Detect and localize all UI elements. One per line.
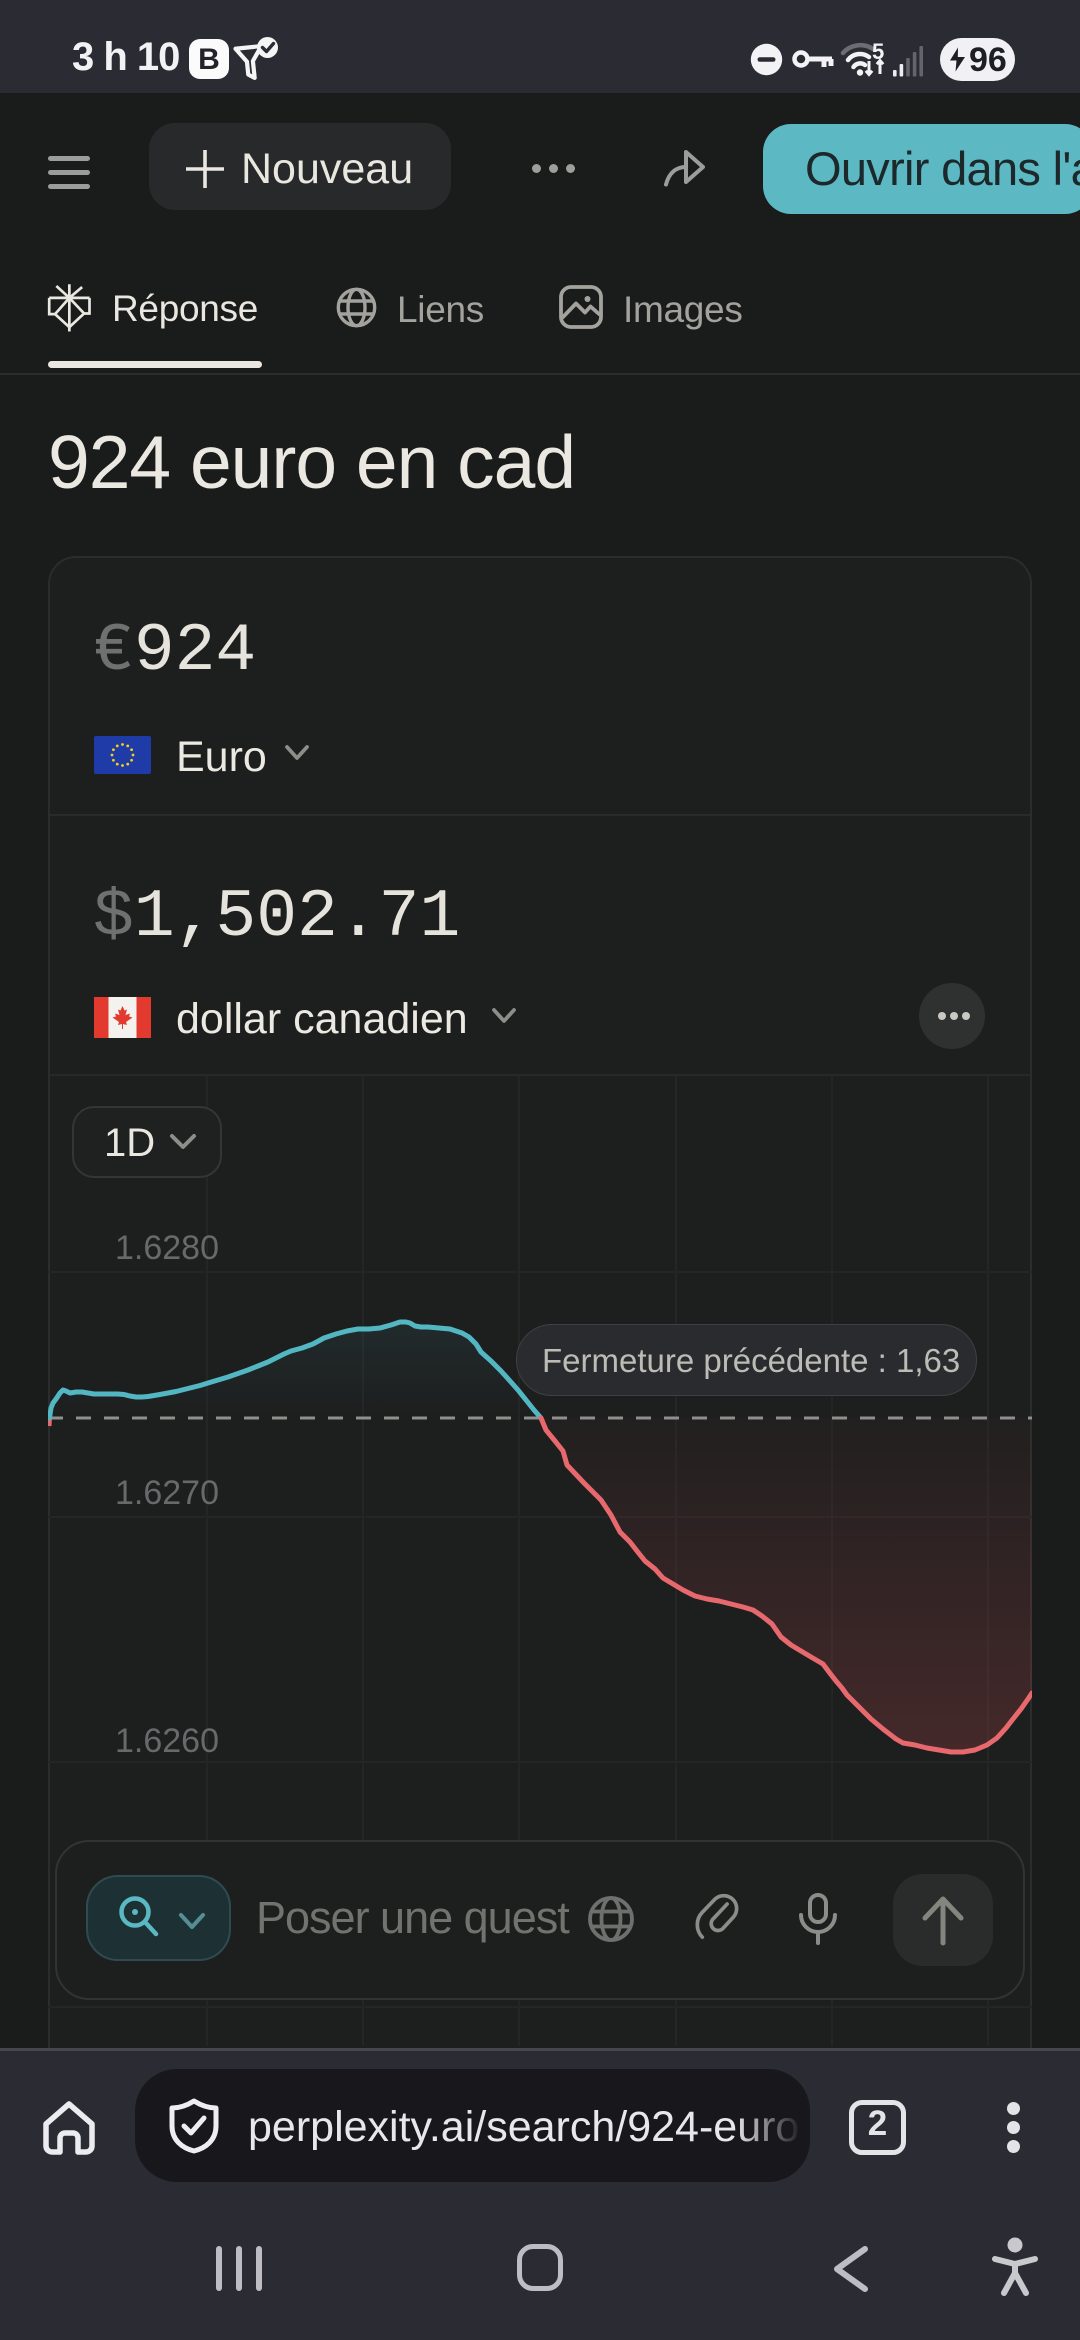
svg-text:1.6260: 1.6260 [115,1722,219,1760]
svg-text:1.6280: 1.6280 [115,1229,219,1267]
svg-text:1.6270: 1.6270 [115,1474,219,1512]
svg-text:5: 5 [872,39,884,64]
